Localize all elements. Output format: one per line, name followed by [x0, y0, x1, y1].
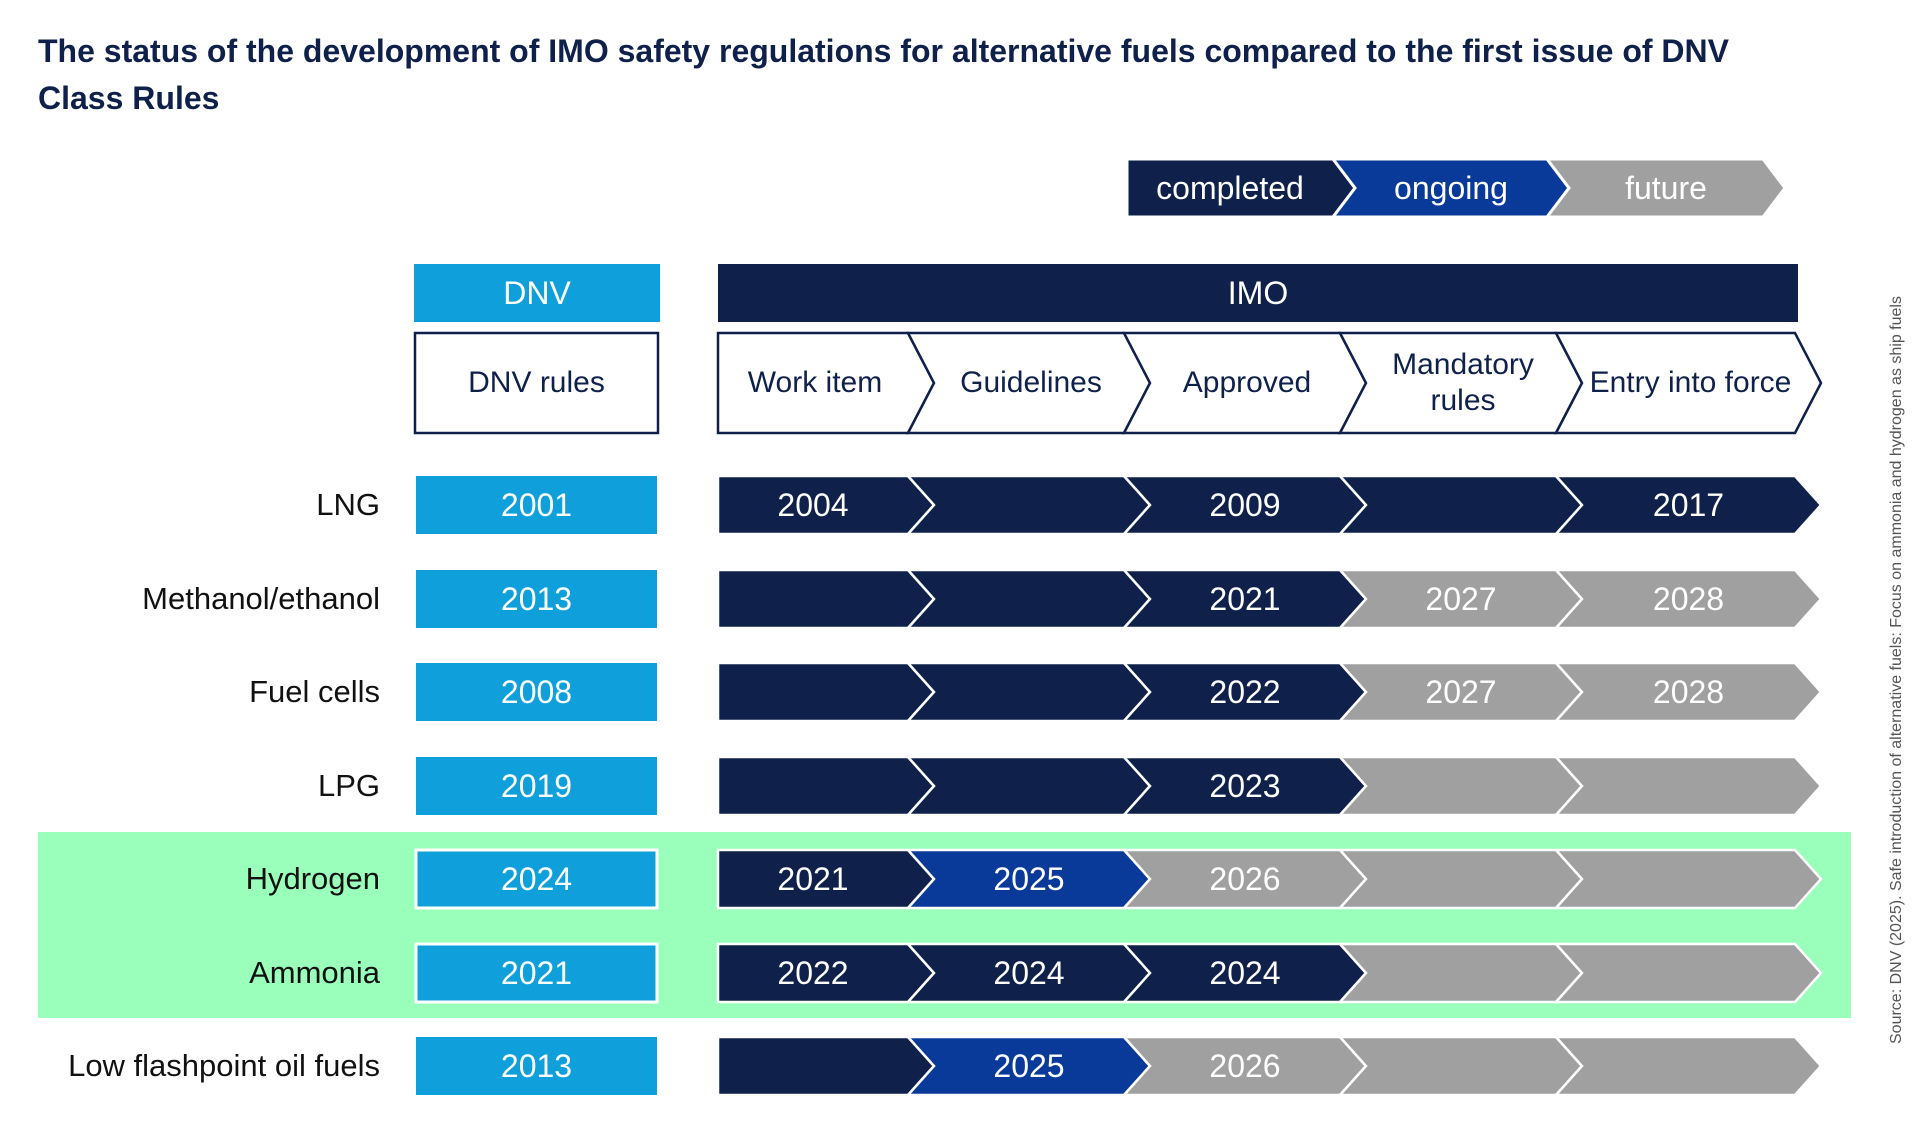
- dnv-year-box: [414, 848, 659, 910]
- dnv-year-box: [416, 570, 657, 628]
- dnv-year-box: [416, 476, 657, 534]
- imo-cell-completed: [1337, 474, 1584, 536]
- imo-cell-future: [1553, 755, 1823, 817]
- dnv-year-box: [416, 663, 657, 721]
- imo-step-label-3: Mandatory rules: [1392, 348, 1534, 417]
- imo-cell-year: 2023: [1209, 767, 1281, 804]
- imo-cell-completed: [716, 755, 936, 817]
- legend-label-completed: completed: [1156, 169, 1304, 206]
- imo-cell-year: 2009: [1209, 486, 1281, 523]
- imo-header-label: IMO: [1227, 274, 1289, 311]
- imo-cell-year: 2027: [1425, 580, 1497, 617]
- imo-cell-year: 2027: [1425, 673, 1497, 710]
- imo-cell-future: [1337, 942, 1584, 1004]
- imo-cell-year: 2004: [777, 486, 849, 523]
- imo-cell-completed: [905, 755, 1152, 817]
- imo-cell-year: 2021: [777, 860, 849, 897]
- imo-cell-completed: [716, 568, 936, 630]
- imo-cell-completed: [1553, 474, 1823, 536]
- dnv-rules-label: DNV rules: [468, 366, 605, 399]
- dnv-year-label: 2019: [500, 767, 573, 804]
- imo-cell-year: 2025: [993, 860, 1065, 897]
- imo-cell-year: 2025: [993, 1047, 1065, 1084]
- imo-cell-year: 2024: [1209, 954, 1281, 991]
- dnv-year-label: 2021: [500, 954, 573, 991]
- imo-cell-year: 2024: [993, 954, 1065, 991]
- fuel-label: Fuel cells: [249, 674, 380, 709]
- imo-cell-year: 2022: [777, 954, 849, 991]
- imo-cell-future: [1337, 848, 1584, 910]
- legend-label-ongoing: ongoing: [1394, 169, 1508, 206]
- imo-cell-year: 2022: [1209, 673, 1281, 710]
- imo-cell-future: [1553, 568, 1823, 630]
- dnv-year-label: 2008: [500, 673, 573, 710]
- dnv-rules-box: [413, 331, 660, 435]
- legend-label-future: future: [1625, 169, 1707, 206]
- fuel-label: Low flashpoint oil fuels: [68, 1048, 380, 1083]
- imo-cell-year: 2028: [1652, 580, 1725, 617]
- dnv-year-label: 2001: [500, 486, 573, 523]
- imo-cell-year: 2021: [1209, 580, 1281, 617]
- imo-cell-completed: [905, 474, 1152, 536]
- imo-cell-future: [1553, 942, 1823, 1004]
- imo-cell-completed: [716, 1035, 936, 1097]
- imo-header-box: [718, 264, 1798, 322]
- imo-step-label-2: Approved: [1182, 366, 1312, 399]
- dnv-year-label: 2013: [500, 580, 573, 617]
- imo-step-4: [1553, 331, 1823, 435]
- dnv-year-box: [414, 942, 659, 1004]
- imo-step-label-4: Entry into force: [1589, 366, 1792, 399]
- imo-cell-future: [1553, 848, 1823, 910]
- imo-cell-year: 2026: [1209, 860, 1281, 897]
- imo-cell-year: 2017: [1652, 486, 1725, 523]
- dnv-header-box: [414, 264, 660, 322]
- imo-cell-future: [1553, 661, 1823, 723]
- fuel-label: LNG: [316, 487, 380, 522]
- dnv-year-label: 2024: [500, 860, 573, 897]
- fuel-label: Ammonia: [249, 955, 380, 990]
- dnv-header-label: DNV: [503, 274, 571, 311]
- dnv-year-label: 2013: [500, 1047, 573, 1084]
- imo-cell-completed: [716, 661, 936, 723]
- imo-cell-year: 2028: [1652, 673, 1725, 710]
- imo-cell-completed: [905, 568, 1152, 630]
- imo-cell-future: [1337, 1035, 1584, 1097]
- imo-cell-completed: [905, 661, 1152, 723]
- source-note: Source: DNV (2025). Safe introduction of…: [1888, 296, 1905, 1044]
- fuel-label: Methanol/ethanol: [142, 581, 380, 616]
- imo-step-label-0: Work item: [747, 366, 883, 399]
- imo-cell-year: 2026: [1209, 1047, 1281, 1084]
- dnv-year-box: [416, 1037, 657, 1095]
- dnv-year-box: [416, 757, 657, 815]
- legend-swatch-future: [1543, 157, 1787, 219]
- fuel-label: LPG: [317, 768, 380, 803]
- fuel-label: Hydrogen: [245, 861, 380, 896]
- imo-step-label-1: Guidelines: [960, 366, 1102, 399]
- imo-cell-future: [1337, 755, 1584, 817]
- diagram-title: The status of the development of IMO saf…: [38, 33, 1729, 116]
- imo-cell-future: [1553, 1035, 1823, 1097]
